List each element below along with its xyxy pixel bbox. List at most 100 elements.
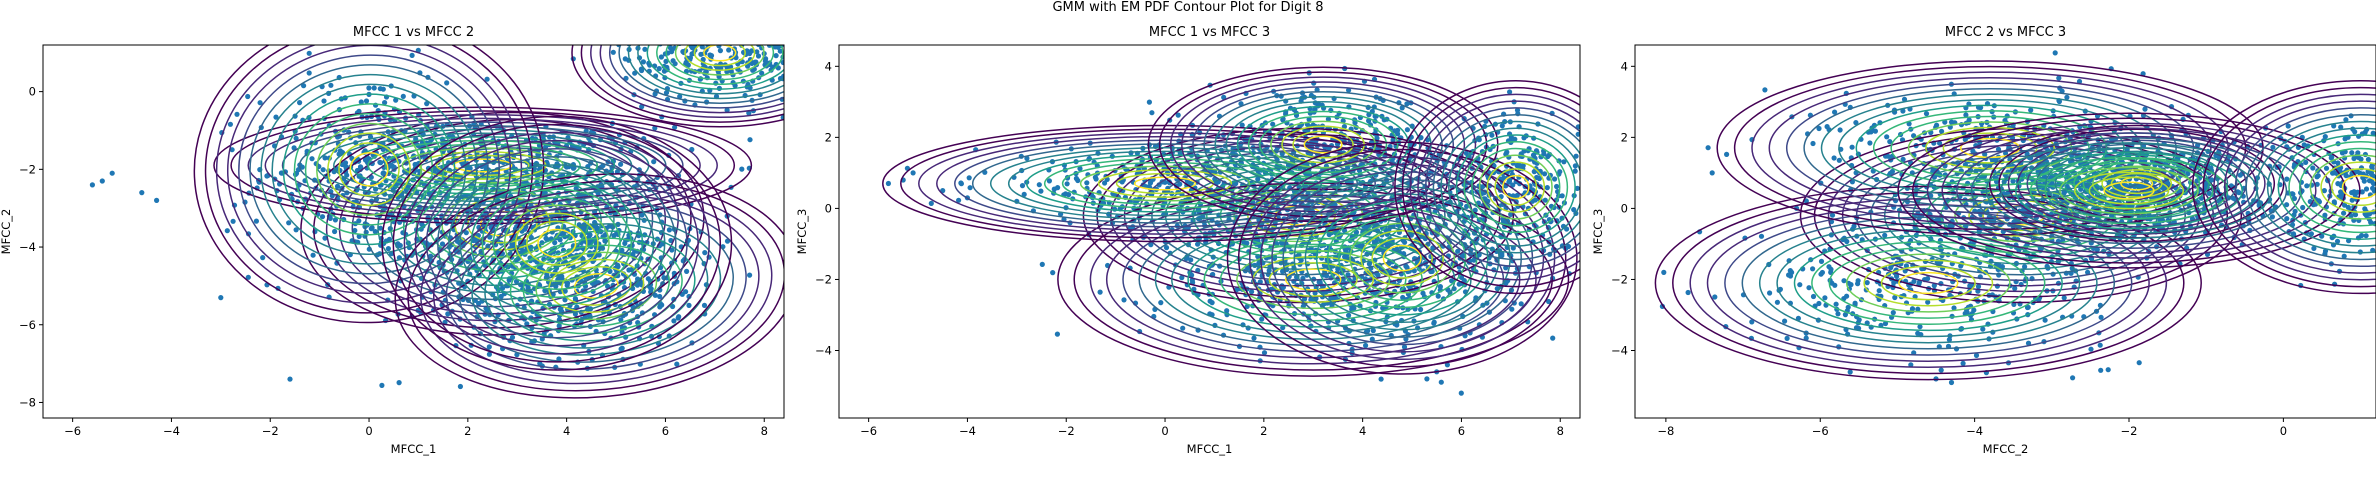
x-tick-label: −2 <box>1058 424 1075 438</box>
data-point <box>1404 101 1410 107</box>
data-point <box>1518 301 1524 307</box>
data-point <box>703 24 708 29</box>
data-point <box>1588 200 1593 205</box>
data-point <box>227 121 233 127</box>
data-point <box>1499 123 1505 129</box>
data-point <box>1912 294 1918 300</box>
data-point <box>1458 390 1464 396</box>
data-point <box>611 233 617 239</box>
contour-line <box>526 220 588 266</box>
data-point <box>689 45 695 51</box>
data-point <box>1900 156 1906 162</box>
data-point <box>486 344 492 350</box>
data-point <box>1876 288 1882 294</box>
contour-line <box>503 204 610 282</box>
contour-line <box>1181 81 1466 208</box>
data-point <box>2085 269 2091 275</box>
data-point <box>764 34 769 39</box>
data-point <box>363 98 370 104</box>
data-point <box>1810 140 1816 147</box>
data-point <box>787 92 792 97</box>
data-point <box>717 48 724 54</box>
data-point <box>759 37 764 42</box>
data-point <box>1767 290 1773 296</box>
data-point <box>680 24 685 29</box>
data-point <box>1971 307 1977 313</box>
data-point <box>755 53 762 59</box>
contour-line <box>249 64 489 275</box>
data-point <box>257 100 263 106</box>
x-axis-label: MFCC_1 <box>1187 442 1233 456</box>
data-point <box>306 70 312 76</box>
subplot-title: MFCC 1 vs MFCC 3 <box>1149 25 1270 40</box>
data-point <box>286 220 292 226</box>
data-point <box>795 58 800 63</box>
data-point <box>1782 318 1788 324</box>
data-point <box>698 34 703 39</box>
data-point <box>1915 306 1921 312</box>
data-point <box>2025 304 2031 310</box>
data-point <box>1399 105 1405 111</box>
data-point <box>476 300 482 307</box>
contour-line <box>514 212 599 274</box>
data-point <box>1571 207 1577 213</box>
contour-line <box>627 45 784 100</box>
contour-line <box>590 45 784 119</box>
data-point <box>712 38 717 43</box>
data-point <box>1418 306 1424 313</box>
data-point <box>714 28 719 33</box>
data-point <box>524 321 530 327</box>
data-point <box>287 376 293 382</box>
data-point <box>1278 240 1285 246</box>
contour-line <box>1382 244 1422 272</box>
data-point <box>382 100 388 106</box>
data-point <box>1257 279 1263 285</box>
contour-line <box>1455 134 1576 240</box>
data-point <box>668 237 674 244</box>
data-point <box>1489 132 1495 138</box>
data-point <box>967 185 973 191</box>
data-point <box>1050 270 1056 276</box>
data-point <box>758 11 763 16</box>
data-point <box>1369 336 1375 342</box>
data-point <box>1431 319 1437 325</box>
data-point <box>741 37 746 42</box>
data-point <box>775 27 780 32</box>
data-point <box>1375 272 1381 278</box>
data-point <box>2098 367 2104 373</box>
data-point <box>1325 116 1331 122</box>
contour-line <box>238 54 500 285</box>
data-point <box>2022 264 2028 270</box>
data-point <box>1592 163 1597 168</box>
data-point <box>746 37 751 42</box>
data-point <box>230 218 236 224</box>
data-point <box>1947 292 1953 298</box>
x-tick-label: 6 <box>1458 424 1465 438</box>
data-point <box>1749 319 1755 325</box>
contour-line <box>407 180 784 392</box>
data-point <box>739 29 744 34</box>
data-point <box>620 34 625 39</box>
data-point <box>706 7 711 12</box>
data-point <box>1046 178 1052 184</box>
data-point <box>651 31 656 36</box>
data-point <box>696 17 701 22</box>
data-point <box>773 53 779 59</box>
contour-line <box>599 45 784 114</box>
data-point <box>1581 206 1586 211</box>
data-point <box>1923 111 1930 117</box>
data-point <box>803 64 808 69</box>
data-point <box>744 31 749 36</box>
data-point <box>1345 165 1351 171</box>
data-point <box>1346 277 1352 283</box>
data-point <box>727 17 732 22</box>
data-point <box>1342 228 1348 234</box>
data-point <box>687 55 694 61</box>
data-point <box>1456 281 1462 287</box>
data-point <box>618 161 624 167</box>
data-point <box>1158 300 1164 306</box>
data-point <box>803 37 808 42</box>
data-point <box>1909 306 1916 312</box>
data-point <box>784 25 789 30</box>
